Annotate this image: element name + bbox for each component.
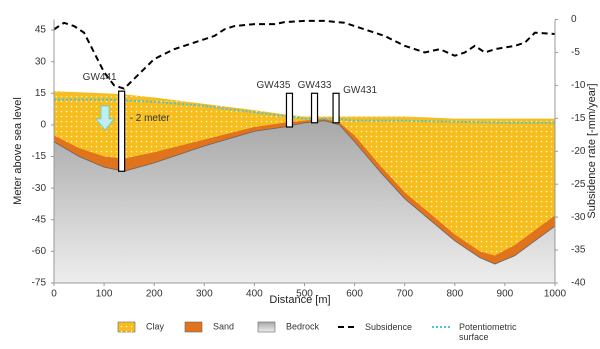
y-tick-label: 30 bbox=[35, 56, 47, 67]
y2-tick-label: 0 bbox=[571, 14, 577, 25]
y-tick-label: -45 bbox=[32, 214, 47, 225]
y-axis-title: Meter above sea level bbox=[12, 97, 24, 205]
x-tick-label: 600 bbox=[346, 289, 363, 300]
well-label: GW431 bbox=[343, 85, 377, 96]
series-line bbox=[54, 21, 555, 89]
x-tick-label: 400 bbox=[246, 289, 263, 300]
legend-label: Bedrock bbox=[286, 321, 320, 331]
y2-tick-label: -5 bbox=[571, 47, 580, 58]
legend-texture bbox=[118, 322, 135, 332]
x-tick-label: 700 bbox=[396, 289, 413, 300]
x-tick-label: 300 bbox=[196, 289, 213, 300]
legend-label-box: Potentiometric surface bbox=[459, 322, 549, 346]
x-tick-label: 500 bbox=[296, 289, 313, 300]
well-label: GW433 bbox=[298, 80, 332, 91]
y2-tick-label: -20 bbox=[571, 146, 586, 157]
y-tick-label: 15 bbox=[35, 88, 47, 99]
annotation: - 2 meter bbox=[130, 113, 171, 124]
plot-area bbox=[54, 21, 555, 283]
well-label: GW441 bbox=[83, 72, 117, 83]
y2-tick-label: -30 bbox=[571, 212, 586, 223]
legend-swatch bbox=[258, 322, 275, 332]
chart: Distance [m] Meter above sea level Subsi… bbox=[0, 0, 600, 349]
well bbox=[333, 93, 339, 123]
legend-label: Potentiometric surface bbox=[459, 322, 529, 342]
y2-axis-title: Subsidence rate [-mm/year] bbox=[586, 83, 598, 218]
y-tick-label: -75 bbox=[32, 278, 47, 289]
legend-label: Clay bbox=[146, 321, 165, 331]
x-tick-label: 800 bbox=[446, 289, 463, 300]
legend-swatch bbox=[185, 322, 202, 332]
x-tick-label: 0 bbox=[51, 289, 57, 300]
legend-label-box: Subsidence bbox=[365, 322, 455, 346]
y-tick-label: -15 bbox=[32, 151, 47, 162]
well bbox=[119, 91, 125, 171]
well bbox=[286, 93, 292, 127]
well bbox=[312, 93, 318, 123]
x-tick-label: 200 bbox=[146, 289, 163, 300]
y2-tick-label: -15 bbox=[571, 113, 586, 124]
y-tick-label: 0 bbox=[40, 120, 46, 131]
y2-tick-label: -40 bbox=[571, 278, 586, 289]
x-tick-label: 900 bbox=[497, 289, 514, 300]
x-tick-label: 1000 bbox=[544, 289, 567, 300]
x-tick-label: 100 bbox=[96, 289, 113, 300]
y-tick-label: -60 bbox=[32, 246, 47, 257]
well-label: GW435 bbox=[257, 80, 291, 91]
y-tick-label: 45 bbox=[35, 25, 47, 36]
y2-tick-label: -25 bbox=[571, 179, 586, 190]
y-tick-label: -30 bbox=[32, 183, 47, 194]
y2-tick-label: -35 bbox=[571, 245, 586, 256]
y2-tick-label: -10 bbox=[571, 80, 586, 91]
legend-label: Sand bbox=[213, 321, 234, 331]
